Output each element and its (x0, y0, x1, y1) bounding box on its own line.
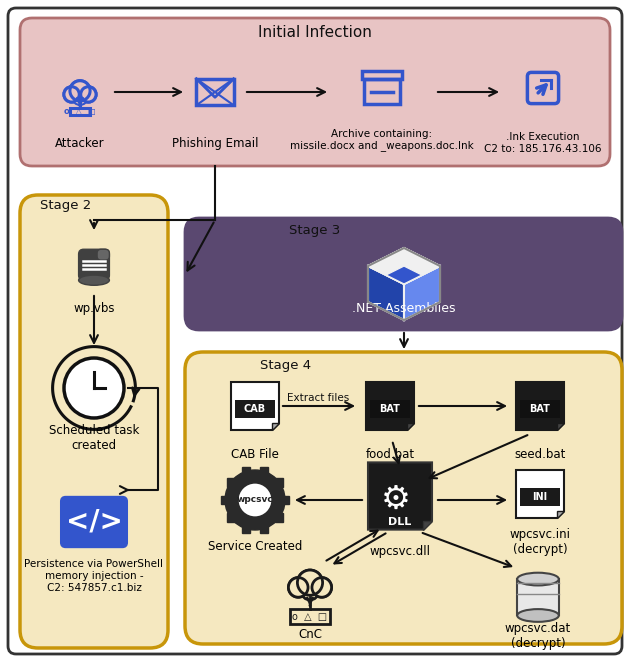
Text: Scheduled task
created: Scheduled task created (49, 424, 139, 452)
FancyBboxPatch shape (60, 496, 127, 547)
Polygon shape (423, 520, 432, 530)
FancyBboxPatch shape (275, 478, 284, 487)
FancyBboxPatch shape (520, 488, 561, 506)
Text: BAT: BAT (379, 404, 401, 414)
Polygon shape (404, 266, 440, 320)
Text: Service Created: Service Created (208, 540, 302, 553)
Polygon shape (516, 382, 564, 430)
Circle shape (298, 571, 322, 594)
Text: wpcsvc.dll: wpcsvc.dll (370, 545, 430, 559)
FancyBboxPatch shape (20, 195, 168, 648)
Circle shape (81, 87, 96, 101)
FancyBboxPatch shape (185, 218, 622, 330)
FancyBboxPatch shape (79, 250, 110, 280)
Text: BAT: BAT (530, 404, 551, 414)
Text: Initial Infection: Initial Infection (258, 24, 372, 40)
Text: Stage 4: Stage 4 (260, 359, 311, 371)
Text: Phishing Email: Phishing Email (172, 136, 258, 150)
Text: Persistence via PowerShell
memory injection -
C2: 547857.c1.biz: Persistence via PowerShell memory inject… (25, 559, 164, 592)
Polygon shape (407, 423, 414, 430)
Text: ⚙: ⚙ (381, 483, 411, 516)
Polygon shape (516, 470, 564, 518)
Text: </>: </> (66, 508, 122, 536)
FancyBboxPatch shape (20, 18, 610, 166)
FancyBboxPatch shape (234, 400, 275, 418)
Circle shape (238, 483, 272, 518)
Text: Stage 3: Stage 3 (289, 224, 341, 236)
Text: CAB: CAB (244, 404, 266, 414)
FancyBboxPatch shape (370, 400, 410, 418)
Circle shape (312, 578, 331, 596)
FancyBboxPatch shape (260, 467, 268, 476)
Text: CnC: CnC (298, 628, 322, 641)
FancyBboxPatch shape (185, 352, 622, 644)
Circle shape (71, 81, 89, 101)
Circle shape (289, 578, 307, 596)
Polygon shape (272, 423, 279, 430)
FancyBboxPatch shape (281, 496, 289, 504)
Polygon shape (558, 511, 564, 518)
FancyBboxPatch shape (520, 400, 561, 418)
Text: DLL: DLL (388, 516, 411, 526)
Circle shape (297, 570, 323, 595)
Text: .lnk Execution
C2 to: 185.176.43.106: .lnk Execution C2 to: 185.176.43.106 (484, 132, 602, 154)
Polygon shape (368, 248, 440, 284)
Circle shape (64, 358, 124, 418)
Circle shape (225, 470, 285, 530)
Circle shape (64, 87, 79, 101)
Text: .NET Assemblies: .NET Assemblies (352, 301, 455, 314)
FancyBboxPatch shape (241, 524, 250, 533)
Polygon shape (368, 462, 432, 530)
Polygon shape (231, 382, 279, 430)
Text: Stage 2: Stage 2 (40, 199, 91, 211)
Polygon shape (368, 248, 440, 284)
FancyBboxPatch shape (260, 524, 268, 533)
FancyBboxPatch shape (241, 467, 250, 476)
Text: Archive containing:
missile.docx and _weapons.doc.lnk: Archive containing: missile.docx and _we… (290, 128, 474, 151)
Circle shape (289, 578, 308, 597)
Text: Extract files: Extract files (287, 393, 349, 403)
Text: wpcsvc.ini
(decrypt): wpcsvc.ini (decrypt) (510, 528, 571, 556)
Text: wp.vbs: wp.vbs (73, 301, 115, 314)
Text: food.bat: food.bat (365, 448, 415, 461)
Ellipse shape (79, 275, 110, 285)
FancyBboxPatch shape (220, 496, 229, 504)
Text: INI: INI (532, 492, 547, 502)
FancyBboxPatch shape (97, 250, 110, 260)
Polygon shape (558, 423, 564, 430)
FancyBboxPatch shape (227, 514, 235, 522)
FancyBboxPatch shape (275, 514, 284, 522)
Polygon shape (366, 382, 414, 430)
Ellipse shape (517, 573, 559, 585)
Text: o  △  □: o △ □ (292, 612, 328, 622)
FancyBboxPatch shape (517, 579, 559, 616)
Circle shape (312, 578, 331, 597)
Circle shape (73, 91, 87, 104)
Ellipse shape (517, 609, 559, 622)
Text: o  △  □: o △ □ (64, 107, 96, 116)
Text: wpcsvc.dat
(decrypt): wpcsvc.dat (decrypt) (505, 622, 571, 650)
Text: Attacker: Attacker (55, 136, 105, 150)
Polygon shape (386, 266, 422, 284)
FancyBboxPatch shape (8, 8, 622, 654)
Polygon shape (368, 266, 404, 320)
Text: seed.bat: seed.bat (514, 448, 566, 461)
FancyBboxPatch shape (227, 478, 235, 487)
Circle shape (302, 583, 318, 600)
Text: wpcsvc: wpcsvc (237, 495, 273, 504)
Text: CAB File: CAB File (231, 448, 279, 461)
